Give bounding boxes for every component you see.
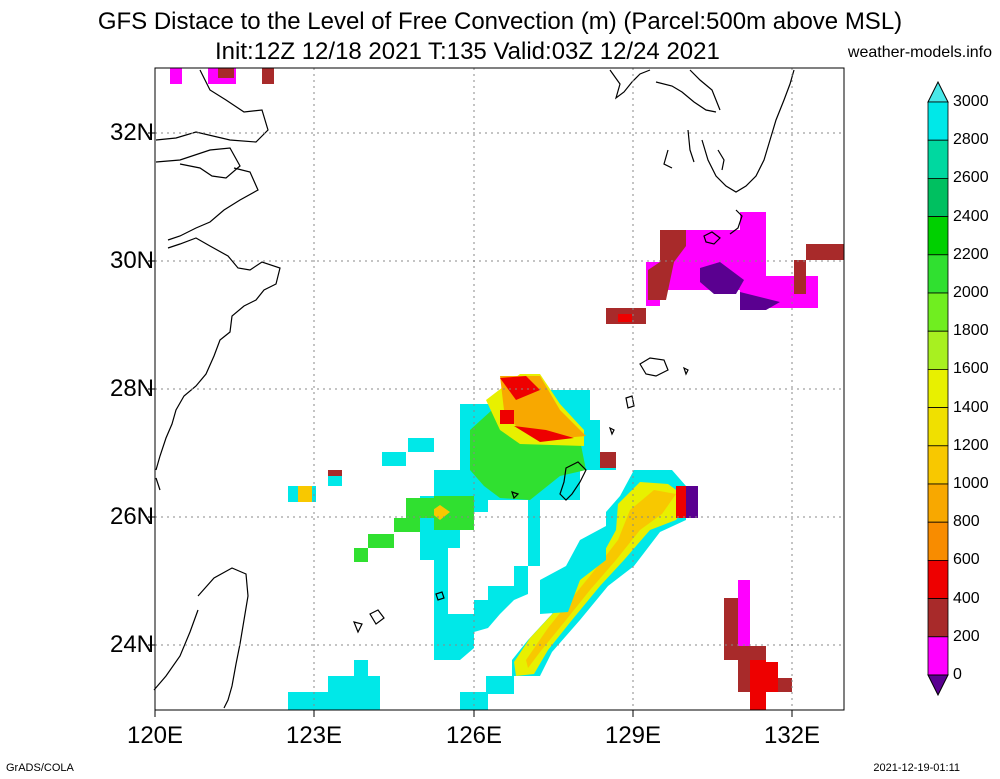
field-patch (540, 526, 606, 614)
colorbar-segment (927, 101, 949, 141)
field-cell (794, 260, 806, 294)
field-cell (724, 598, 738, 660)
field-cell (750, 660, 766, 710)
colorbar-label: 200 (953, 627, 980, 645)
colorbar-label: 1400 (953, 398, 989, 416)
colorbar-segment (927, 407, 949, 447)
grid-layer (155, 68, 844, 710)
map-title: GFS Distace to the Level of Free Convect… (97, 8, 903, 35)
field-cell (676, 486, 686, 518)
colorbar-label: 2400 (953, 207, 989, 225)
field-patch (526, 490, 676, 668)
lat-label: 26N (109, 503, 154, 530)
colorbar-segment (927, 368, 949, 408)
lon-label: 126E (445, 722, 503, 749)
field-cell (298, 486, 312, 502)
field-cell (806, 244, 844, 260)
lat-label: 24N (109, 631, 154, 658)
lon-label: 120E (126, 722, 184, 749)
colorbar-label: 600 (953, 551, 980, 569)
field-cell (262, 68, 274, 84)
field-cell (686, 486, 698, 518)
colorbar-segment (927, 292, 949, 332)
colorbar-segment (927, 254, 949, 294)
field-cell (354, 660, 368, 676)
field-cell (382, 452, 406, 466)
lat-label: 28N (109, 375, 154, 402)
colorbar-label: 0 (953, 666, 962, 683)
colorbar-segment (927, 598, 949, 638)
colorbar-label: 400 (953, 589, 980, 607)
colorbar-bottom-arrow (927, 674, 949, 697)
field-patch (500, 376, 540, 400)
site-label: weather-models.info (847, 44, 992, 61)
lon-label: 123E (285, 722, 343, 749)
field-cell (170, 68, 182, 84)
field-cell (460, 692, 488, 710)
coastline-layer (153, 69, 795, 709)
field-patch (740, 292, 780, 310)
colorbar-segment (927, 177, 949, 217)
colorbar (927, 80, 949, 697)
lon-label: 132E (763, 722, 821, 749)
field-cell (394, 518, 420, 532)
field-patch (648, 230, 686, 300)
colorbar-segment (927, 636, 949, 676)
colorbar-label: 800 (953, 513, 980, 531)
colorbar-label: 2800 (953, 131, 989, 149)
field-cell (486, 676, 514, 694)
colorbar-segment (927, 139, 949, 179)
colorbar-label: 2000 (953, 284, 989, 301)
field-patch (434, 496, 474, 530)
colorbar-label: 1800 (953, 322, 989, 340)
field-cell (778, 678, 792, 692)
field-cell (354, 548, 368, 562)
colorbar-segment (927, 483, 949, 523)
colorbar-segment (927, 216, 949, 256)
field-cell (328, 676, 380, 694)
colorbar-segment (927, 330, 949, 370)
colorbar-segment (927, 521, 949, 561)
lat-label: 30N (109, 247, 154, 274)
colorbar-label: 1600 (953, 360, 989, 378)
colorbar-segment (927, 445, 949, 485)
field-cell (218, 68, 234, 78)
colorbar-top-arrow (927, 80, 949, 103)
footer-credit: GrADS/COLA (6, 762, 74, 774)
field-cell (328, 470, 342, 476)
colorbar-label: 2200 (953, 245, 989, 263)
lon-label: 129E (604, 722, 662, 749)
colorbar-segment (927, 560, 949, 600)
field-cell (500, 410, 514, 424)
colorbar-label: 3000 (953, 93, 989, 110)
field-patch (434, 560, 528, 660)
field-cell (406, 498, 434, 518)
field-patch (700, 262, 744, 294)
map-frame (148, 67, 845, 717)
field-cell (766, 662, 778, 692)
field-patch (430, 505, 450, 520)
footer-timestamp: 2021-12-19-01:11 (873, 762, 960, 774)
field-patch (514, 426, 574, 442)
field-cell (288, 692, 380, 710)
field-cell (368, 534, 394, 548)
field-cell (600, 452, 616, 468)
colorbar-label: 1000 (953, 475, 989, 492)
field-cell (618, 314, 632, 322)
field-layer (170, 68, 844, 710)
lat-label: 32N (109, 119, 154, 146)
map-subtitle: Init:12Z 12/18 2021 T:135 Valid:03Z 12/2… (215, 38, 720, 65)
colorbar-label: 2600 (953, 169, 989, 187)
colorbar-label: 1200 (953, 436, 989, 454)
field-cell (408, 438, 434, 452)
